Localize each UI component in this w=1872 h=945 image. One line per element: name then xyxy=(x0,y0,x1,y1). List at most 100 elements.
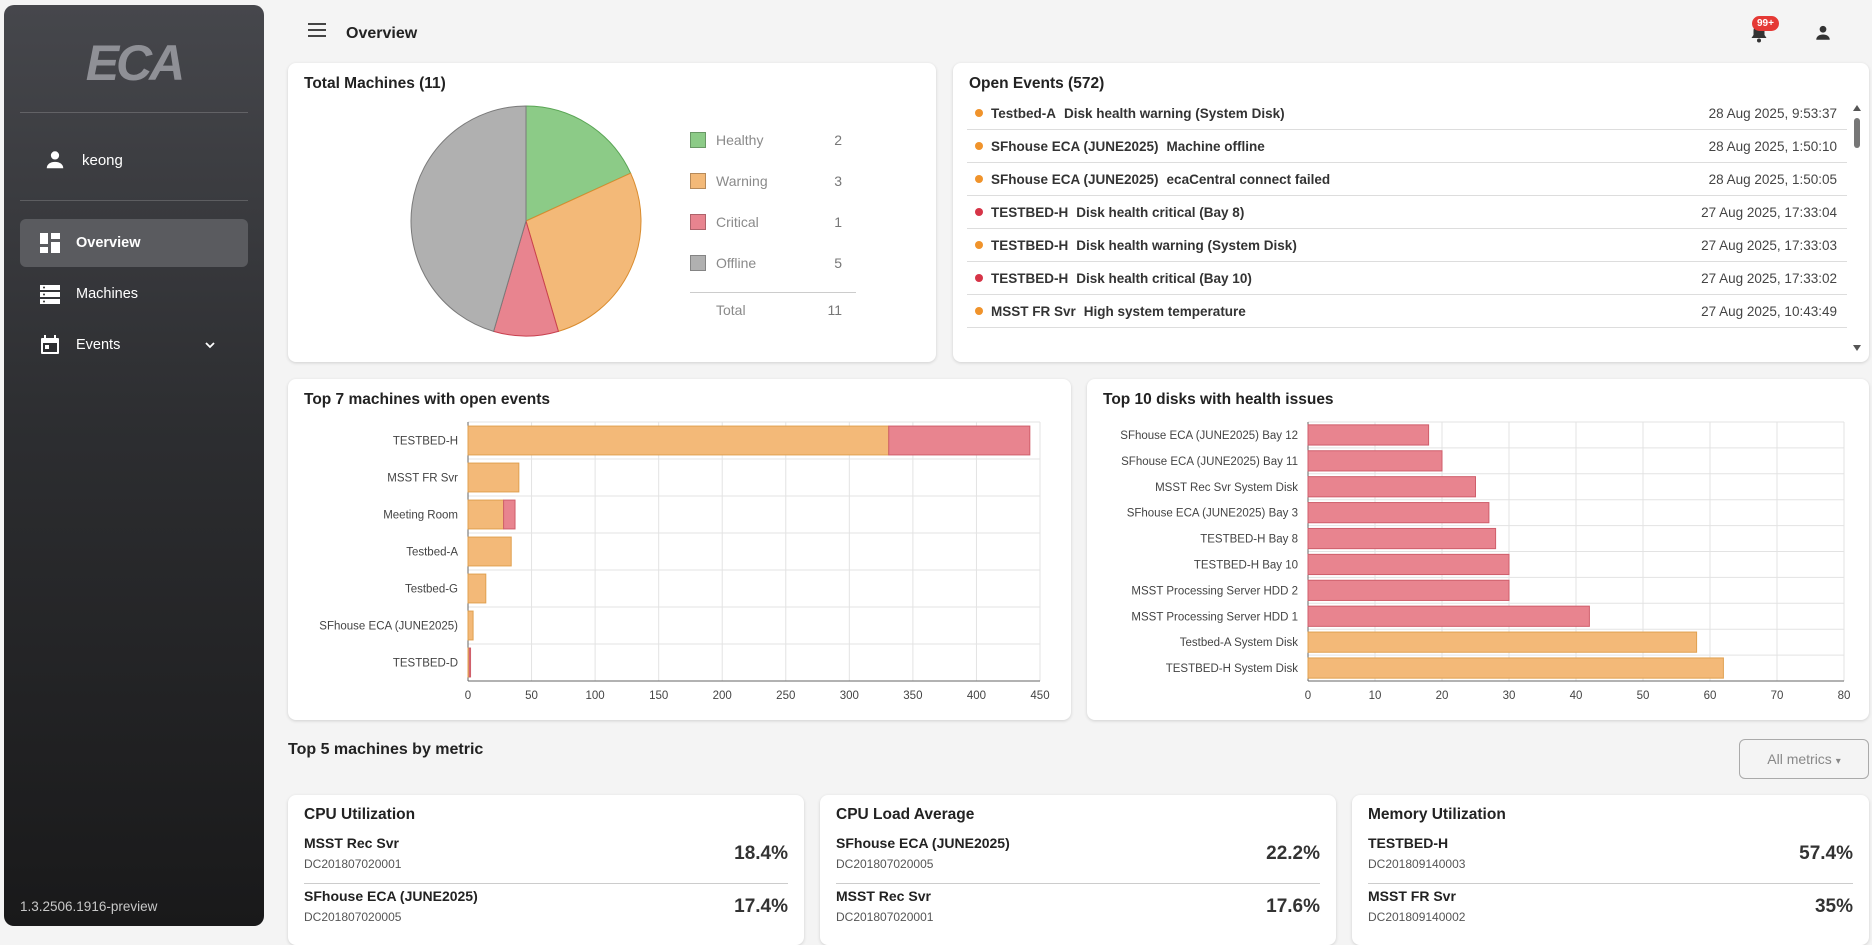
metric-row[interactable]: SFhouse ECA (JUNE2025) DC201807020005 17… xyxy=(304,888,788,938)
bar-sfhouse-eca-june2025-bay-12[interactable] xyxy=(1307,424,1430,446)
top-machines-card: Top 7 machines with open events 0 50 100 15… xyxy=(288,379,1071,720)
event-message: Disk health critical (Bay 10) xyxy=(1076,270,1252,286)
legend-item-offline[interactable]: Offline 5 xyxy=(690,253,850,273)
user-profile[interactable]: keong xyxy=(44,145,123,175)
metric-card-memory-utilization: Memory Utilization TESTBED-H DC201809140… xyxy=(1352,795,1869,945)
event-row[interactable]: SFhouse ECA (JUNE2025) Machine offline 28 … xyxy=(967,130,1847,163)
severity-dot xyxy=(975,208,983,216)
bar-msst-fr-svr-series-0[interactable] xyxy=(467,462,520,493)
y-tick-label: TESTBED-H Bay 8 xyxy=(1200,534,1298,546)
bar-testbed-a-series-0[interactable] xyxy=(467,536,512,567)
y-tick-label: Testbed-A xyxy=(406,547,458,559)
bar-sfhouse-eca-june2025--series-0[interactable] xyxy=(467,610,474,641)
machine-name: SFhouse ECA (JUNE2025) xyxy=(836,835,1010,851)
chevron-down-icon xyxy=(205,342,215,349)
eca-logo: ECA xyxy=(86,37,186,87)
top-disks-bar-chart: 0 10 20 30 40 50 60 70 80 SFhouse ECA (JUNE2025) … xyxy=(1120,421,1850,702)
y-tick-label: SFhouse ECA (JUNE2025) Bay 3 xyxy=(1127,508,1298,520)
bar-testbed-h-bay-10[interactable] xyxy=(1307,553,1510,576)
event-message: Machine offline xyxy=(1166,138,1265,154)
bar-msst-processing-server-hdd-1[interactable] xyxy=(1307,605,1590,627)
event-time: 28 Aug 2025, 1:50:10 xyxy=(1708,138,1837,154)
account-icon[interactable] xyxy=(1814,24,1832,42)
bar-testbed-h-series-0[interactable] xyxy=(467,425,890,456)
metric-row[interactable]: MSST FR Svr DC201809140002 35% xyxy=(1368,888,1853,938)
event-message: Disk health critical (Bay 8) xyxy=(1076,204,1245,220)
legend-divider xyxy=(690,292,856,293)
bar-testbed-g-series-0[interactable] xyxy=(467,573,487,604)
event-row[interactable]: TESTBED-H Disk health critical (Bay 10) 27… xyxy=(967,262,1847,295)
card-title: Top 10 disks with health issues xyxy=(1103,391,1334,408)
metric-row[interactable]: MSST Rec Svr DC201807020001 18.4% xyxy=(304,835,788,885)
bar-testbed-a-system-disk[interactable] xyxy=(1307,631,1698,653)
y-tick-label: SFhouse ECA (JUNE2025) Bay 11 xyxy=(1121,456,1298,468)
top-disks-card: Top 10 disks with health issues 0 10 20 30 4… xyxy=(1087,379,1869,720)
row-divider xyxy=(304,883,788,884)
event-message: Disk health warning (System Disk) xyxy=(1076,237,1297,253)
metric-row[interactable]: SFhouse ECA (JUNE2025) DC201807020005 22… xyxy=(836,835,1320,885)
events-scrollbar[interactable] xyxy=(1851,103,1863,353)
legend-value: 5 xyxy=(834,255,842,271)
bar-sfhouse-eca-june2025-bay-11[interactable] xyxy=(1307,450,1443,472)
bar-testbed-h-bay-8[interactable] xyxy=(1307,527,1497,550)
pie-slice-offline[interactable] xyxy=(410,105,527,332)
y-tick-label: Testbed-A System Disk xyxy=(1180,637,1298,649)
x-tick-label: 400 xyxy=(967,690,986,702)
card-title: Top 7 machines with open events xyxy=(304,391,551,408)
bar-testbed-h-system-disk[interactable] xyxy=(1307,657,1724,679)
bar-testbed-d-series-1[interactable] xyxy=(468,647,472,678)
machine-name: SFhouse ECA (JUNE2025) xyxy=(304,888,478,904)
event-row[interactable]: TESTBED-H Disk health critical (Bay 8) 27 … xyxy=(967,196,1847,229)
y-tick-label: MSST Processing Server HDD 1 xyxy=(1131,611,1298,623)
x-tick-label: 60 xyxy=(1704,690,1717,702)
legend-item-critical[interactable]: Critical 1 xyxy=(690,212,850,232)
row-divider xyxy=(1368,883,1853,884)
x-tick-label: 0 xyxy=(465,690,471,702)
sidebar-item-machines[interactable]: Machines xyxy=(20,270,248,318)
event-message: ecaCentral connect failed xyxy=(1166,171,1331,187)
hamburger-menu-icon[interactable] xyxy=(308,22,328,38)
event-message: High system temperature xyxy=(1083,303,1246,319)
x-tick-label: 100 xyxy=(586,690,605,702)
sidebar-item-label: Overview xyxy=(76,235,141,251)
event-row[interactable]: MSST FR Svr High system temperature 27 Aug… xyxy=(967,295,1847,328)
legend-total: Total 11 xyxy=(690,300,850,320)
sidebar-item-events[interactable]: Events xyxy=(20,321,248,369)
machine-name: MSST FR Svr xyxy=(1368,888,1456,904)
metric-row[interactable]: MSST Rec Svr DC201807020001 17.6% xyxy=(836,888,1320,938)
bar-msst-rec-svr-system-disk[interactable] xyxy=(1307,476,1476,498)
metric-value: 35% xyxy=(1814,896,1853,917)
pie-slice-healthy[interactable] xyxy=(525,105,632,222)
bar-sfhouse-eca-june2025-bay-3[interactable] xyxy=(1307,502,1490,524)
event-row[interactable]: Testbed-A Disk health warning (System Dis… xyxy=(967,97,1847,130)
severity-dot xyxy=(975,307,983,315)
pie-slice-warning[interactable] xyxy=(525,172,642,332)
event-time: 27 Aug 2025, 17:33:03 xyxy=(1701,237,1837,253)
event-row[interactable]: TESTBED-H Disk health warning (System Dis… xyxy=(967,229,1847,262)
bar-msst-processing-server-hdd-2[interactable] xyxy=(1307,579,1510,601)
metric-row[interactable]: TESTBED-H DC201809140003 57.4% xyxy=(1368,835,1853,885)
calendar-icon xyxy=(41,335,59,354)
notification-badge: 99+ xyxy=(1752,16,1779,31)
legend-label: Warning xyxy=(716,173,768,189)
legend-label: Offline xyxy=(716,255,757,271)
bar-testbed-h-series-1[interactable] xyxy=(888,425,1031,456)
all-metrics-dropdown[interactable]: All metrics ▾ xyxy=(1739,739,1869,779)
card-title: Memory Utilization xyxy=(1368,806,1506,823)
sidebar-item-overview[interactable]: Overview xyxy=(20,219,248,267)
y-tick-label: TESTBED-H xyxy=(393,436,458,448)
machine-id: DC201807020001 xyxy=(304,857,402,871)
bar-meeting-room-series-0[interactable] xyxy=(467,499,505,530)
legend-item-warning[interactable]: Warning 3 xyxy=(690,171,850,191)
sidebar-item-label: Machines xyxy=(76,286,139,302)
x-tick-label: 300 xyxy=(840,690,859,702)
page-title: Overview xyxy=(346,25,418,42)
legend-label: Healthy xyxy=(716,132,764,148)
legend-item-healthy[interactable]: Healthy 2 xyxy=(690,130,850,150)
metric-value: 17.6% xyxy=(1266,896,1320,917)
events-list[interactable]: Testbed-A Disk health warning (System Dis… xyxy=(967,97,1847,357)
y-tick-label: MSST FR Svr xyxy=(387,473,458,485)
event-row[interactable]: SFhouse ECA (JUNE2025) ecaCentral connect… xyxy=(967,163,1847,196)
bar-meeting-room-series-1[interactable] xyxy=(503,499,516,530)
event-time: 27 Aug 2025, 10:43:49 xyxy=(1701,303,1837,319)
